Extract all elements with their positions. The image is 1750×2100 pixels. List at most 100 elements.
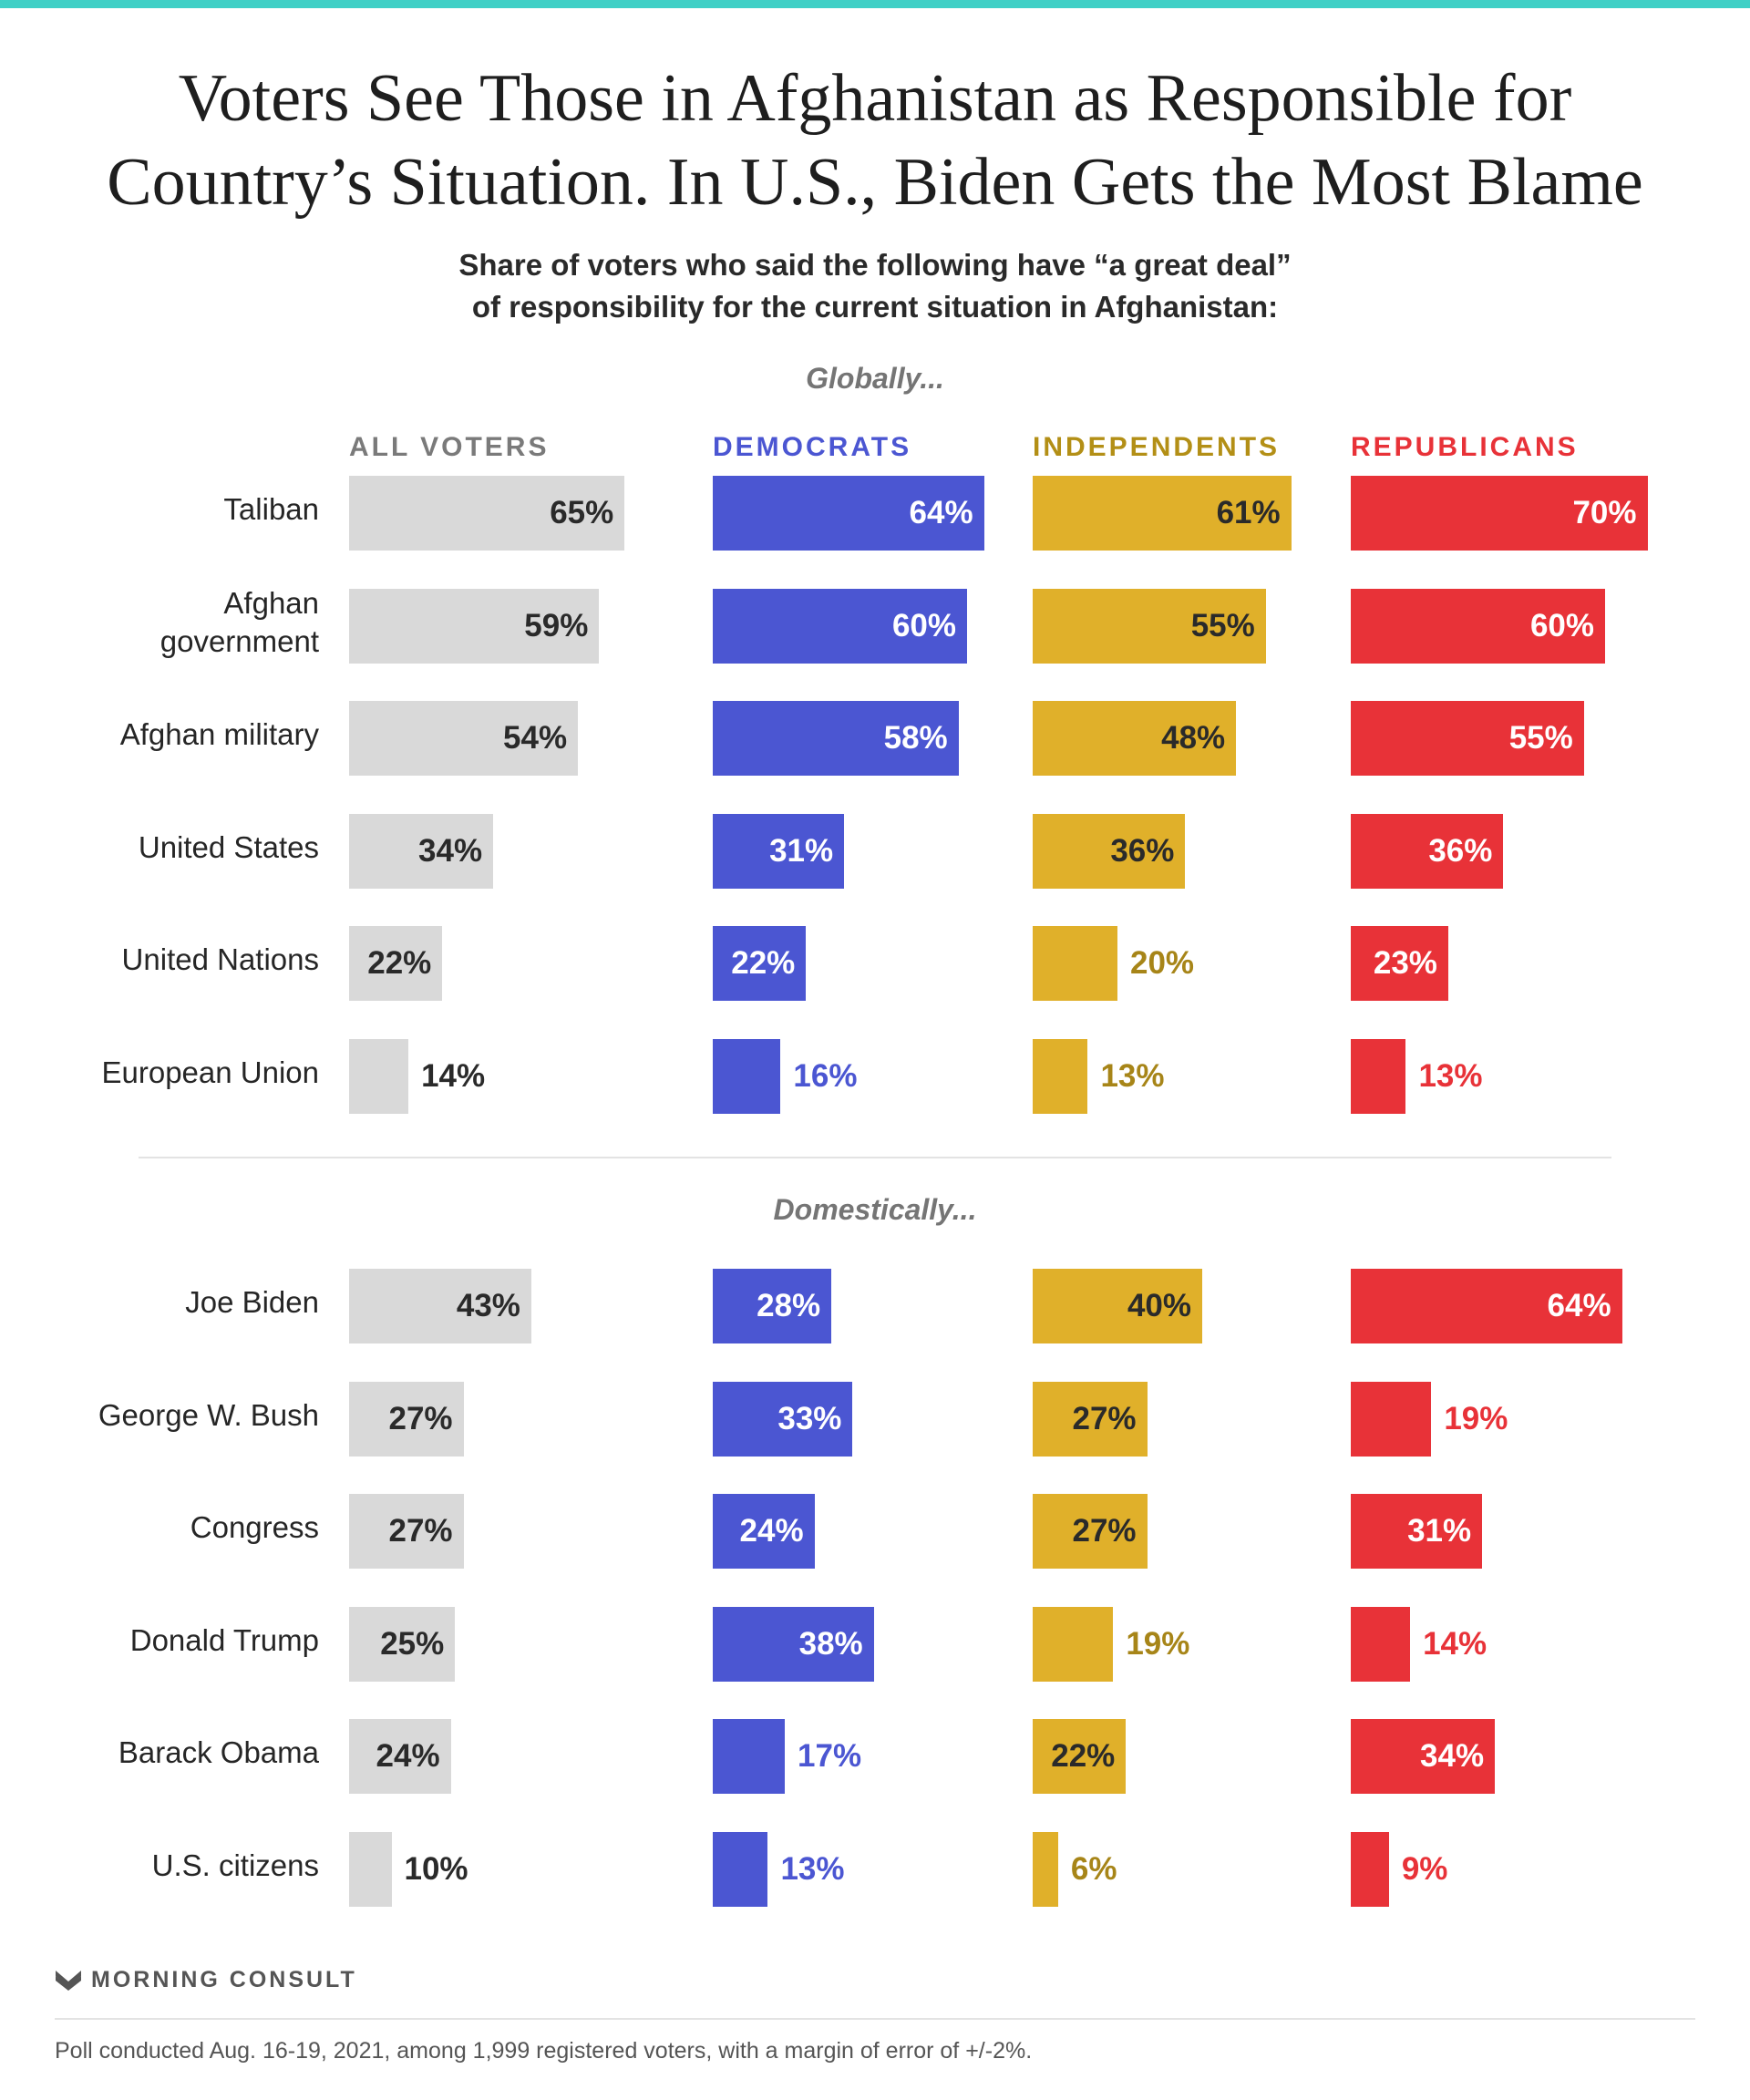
bar-value-label: 59% [524, 607, 589, 643]
bar-democrats [713, 1606, 874, 1682]
bar-independents [1033, 1606, 1114, 1682]
bar-value-label: 40% [1127, 1288, 1191, 1323]
bar-value-label: 27% [388, 1513, 453, 1549]
section-divider [139, 1157, 1611, 1158]
bar-value-label: 38% [798, 1625, 863, 1662]
bar-value-label: 14% [1423, 1625, 1488, 1662]
bar-value-label: 13% [1100, 1057, 1165, 1094]
brand-name: MORNING CONSULT [91, 1966, 357, 1992]
bar-independents [1033, 1831, 1058, 1907]
bar-value-label: 24% [376, 1738, 440, 1774]
column-header-all-voters: ALL VOTERS [349, 432, 550, 462]
bar-value-label: 24% [739, 1513, 804, 1549]
chart-title-line-1: Voters See Those in Afghanistan as Respo… [178, 61, 1572, 136]
chart-subtitle-line-1: Share of voters who said the following h… [458, 248, 1292, 282]
bar-all-voters [349, 926, 443, 1001]
bar-all-voters [349, 1719, 451, 1794]
bar-value-label: 13% [1418, 1057, 1483, 1094]
bar-republicans [1351, 1606, 1411, 1682]
bar-all-voters [349, 701, 579, 776]
bar-value-label: 31% [769, 832, 834, 869]
bar-value-label: 64% [909, 495, 973, 530]
bar-all-voters [349, 1831, 392, 1907]
bar-all-voters [349, 588, 600, 664]
bar-republicans [1351, 813, 1504, 889]
morning-consult-logo-icon [56, 1971, 81, 1991]
bar-democrats [713, 701, 959, 776]
bar-democrats [713, 1269, 832, 1343]
row-label: Afghan military [119, 717, 319, 751]
row-label: Joe Biden [185, 1285, 319, 1319]
row-label: U.S. citizens [151, 1848, 319, 1882]
bar-value-label: 27% [1072, 1400, 1137, 1436]
bar-value-label: 48% [1161, 720, 1226, 756]
footer-divider [55, 2018, 1695, 2020]
bar-value-label: 34% [1420, 1738, 1485, 1774]
bar-republicans [1351, 476, 1648, 551]
bar-value-label: 36% [1110, 832, 1175, 869]
bar-value-label: 34% [418, 832, 483, 869]
bar-value-label: 60% [891, 607, 956, 643]
bar-republicans [1351, 1831, 1389, 1907]
bar-value-label: 60% [1529, 607, 1594, 643]
bar-value-label: 33% [777, 1400, 842, 1436]
bar-value-label: 19% [1444, 1400, 1508, 1436]
chart-title-line-2: Country’s Situation. In U.S., Biden Gets… [107, 145, 1643, 220]
bar-democrats [713, 813, 845, 889]
row-label: United Nations [121, 942, 319, 976]
bar-value-label: 19% [1126, 1625, 1190, 1662]
bar-republicans [1351, 1269, 1622, 1343]
row-label: George W. Bush [98, 1397, 319, 1432]
bar-independents [1033, 701, 1237, 776]
bar-republicans [1351, 588, 1605, 664]
bar-democrats [713, 476, 984, 551]
bar-value-label: 16% [793, 1057, 858, 1094]
bar-democrats [713, 588, 967, 664]
row-label: Congress [190, 1510, 319, 1544]
bar-republicans [1351, 701, 1584, 776]
bar-value-label: 55% [1508, 720, 1573, 756]
bar-value-label: 20% [1130, 945, 1195, 981]
bar-value-label: 6% [1070, 1850, 1117, 1887]
bar-value-label: 25% [380, 1625, 445, 1662]
bar-value-label: 9% [1401, 1850, 1448, 1887]
brand-logo: MORNING CONSULT [55, 1966, 357, 1993]
bar-independents [1033, 1494, 1148, 1569]
row-label: Taliban [223, 492, 319, 526]
bar-all-voters [349, 1269, 531, 1343]
bar-democrats [713, 1038, 781, 1114]
row-label: Afghan government [160, 585, 319, 658]
bar-value-label: 22% [731, 945, 796, 981]
top-accent-rule [0, 0, 1750, 8]
bar-value-label: 65% [550, 495, 614, 530]
row-label: United States [138, 829, 319, 864]
chart-subtitle: Share of voters who said the following h… [237, 244, 1513, 328]
bar-all-voters [349, 813, 494, 889]
bar-value-label: 10% [404, 1850, 468, 1887]
bar-independents [1033, 1719, 1127, 1794]
bar-independents [1033, 926, 1117, 1001]
row-label: Donald Trump [129, 1622, 319, 1657]
footnote: Poll conducted Aug. 16-19, 2021, among 1… [55, 2038, 1033, 2064]
bar-all-voters [349, 1606, 456, 1682]
section-label-globally: Globally... [806, 362, 944, 395]
row-label: Barack Obama [118, 1735, 319, 1769]
bar-value-label: 31% [1407, 1513, 1472, 1549]
section-label-domestically: Domestically... [773, 1193, 977, 1226]
bar-value-label: 27% [388, 1400, 453, 1436]
bar-republicans [1351, 1719, 1496, 1794]
bar-value-label: 54% [503, 720, 568, 756]
bar-value-label: 55% [1190, 607, 1255, 643]
column-header-republicans: REPUBLICANS [1351, 432, 1579, 462]
bar-value-label: 64% [1547, 1288, 1611, 1323]
bar-republicans [1351, 1038, 1406, 1114]
bar-democrats [713, 926, 807, 1001]
chart-title: Voters See Those in Afghanistan as Respo… [55, 57, 1695, 224]
bar-value-label: 43% [456, 1288, 520, 1323]
bar-democrats [713, 1494, 815, 1569]
bar-republicans [1351, 1494, 1483, 1569]
bar-value-label: 61% [1216, 495, 1281, 530]
chart-subtitle-line-2: of responsibility for the current situat… [471, 290, 1279, 324]
bar-value-label: 23% [1373, 945, 1437, 981]
column-header-democrats: DEMOCRATS [713, 432, 912, 462]
